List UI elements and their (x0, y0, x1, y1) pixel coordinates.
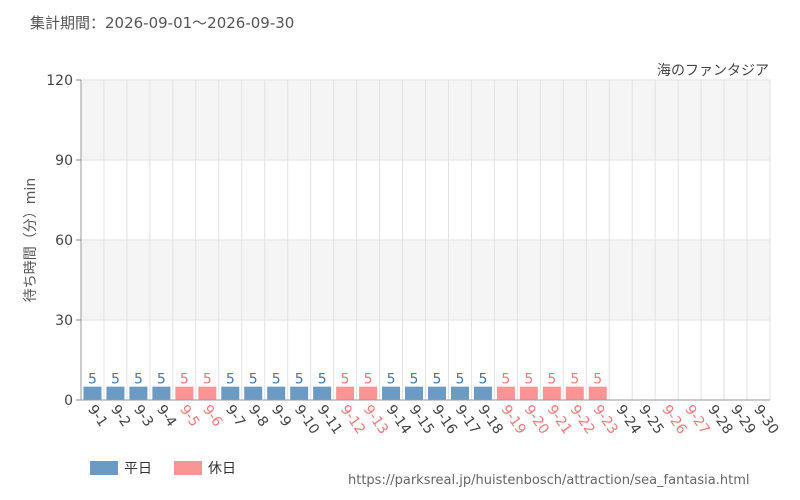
x-tick-label: 9-5 (176, 402, 202, 430)
bar (405, 386, 424, 400)
legend-weekday: 平日 (90, 458, 152, 478)
bar (382, 386, 401, 400)
bar (359, 386, 378, 400)
x-tick-label: 9-28 (704, 402, 735, 437)
bar (336, 386, 355, 400)
x-tick-label: 9-2 (107, 402, 133, 430)
bar (129, 386, 148, 400)
y-tick-label: 30 (55, 313, 73, 329)
x-tick-label: 9-14 (383, 402, 414, 437)
bar (450, 386, 469, 400)
x-tick-label: 9-29 (727, 402, 758, 437)
bar-value-label: 5 (524, 372, 533, 388)
bar-value-label: 5 (455, 372, 464, 388)
bar (427, 386, 446, 400)
y-axis-label: 待ち時間（分）min (23, 178, 39, 302)
x-tick-label: 9-22 (567, 402, 598, 437)
x-tick-label: 9-10 (291, 402, 322, 437)
legend-weekday-swatch (90, 461, 118, 475)
source-url: https://parksreal.jp/huistenbosch/attrac… (348, 473, 750, 488)
bar (244, 386, 263, 400)
x-tick-label: 9-7 (222, 402, 248, 430)
bar (175, 386, 194, 400)
y-tick-label: 90 (55, 153, 73, 169)
bar (198, 386, 217, 400)
x-tick-label: 9-25 (635, 402, 666, 437)
x-tick-label: 9-16 (429, 402, 460, 437)
bar (313, 386, 332, 400)
bar-value-label: 5 (180, 372, 189, 388)
x-tick-label: 9-27 (681, 402, 712, 437)
x-tick-label: 9-15 (406, 402, 437, 437)
bar (519, 386, 538, 400)
x-tick-label: 9-9 (268, 402, 294, 430)
bar-value-label: 5 (272, 372, 281, 388)
x-tick-label: 9-3 (130, 402, 156, 430)
bar (267, 386, 286, 400)
x-tick-label: 9-12 (337, 402, 368, 437)
bar (473, 386, 492, 400)
legend-holiday-label: 休日 (208, 461, 236, 477)
bar-value-label: 5 (387, 372, 396, 388)
bar-value-label: 5 (249, 372, 258, 388)
bar-value-label: 5 (593, 372, 602, 388)
x-tick-label: 9-26 (658, 402, 689, 437)
bar (152, 386, 171, 400)
x-tick-label: 9-6 (199, 402, 225, 430)
period-label: 集計期間：2026-09-01～2026-09-30 (30, 14, 295, 32)
bar (221, 386, 240, 400)
chart-title: 海のファンタジア (657, 63, 769, 79)
x-tick-label: 9-11 (314, 402, 345, 437)
x-tick-label: 9-20 (521, 402, 552, 437)
bar-value-label: 5 (134, 372, 143, 388)
y-tick-label: 60 (55, 233, 73, 249)
bar (588, 386, 607, 400)
bar (290, 386, 309, 400)
bar-value-label: 5 (341, 372, 350, 388)
bar (106, 386, 125, 400)
x-tick-label: 9-8 (245, 402, 271, 430)
x-tick-label: 9-13 (360, 402, 391, 437)
bar-value-label: 5 (433, 372, 442, 388)
x-tick-label: 9-17 (452, 402, 483, 437)
x-tick-label: 9-23 (589, 402, 620, 437)
x-tick-label: 9-19 (498, 402, 529, 437)
x-tick-label: 9-30 (750, 402, 781, 437)
bar (565, 386, 584, 400)
x-tick-label: 9-24 (612, 402, 643, 437)
bar-value-label: 5 (88, 372, 97, 388)
legend-holiday-swatch (174, 461, 202, 475)
bar-value-label: 5 (318, 372, 327, 388)
bar (542, 386, 561, 400)
x-tick-label: 9-21 (544, 402, 575, 437)
bar-value-label: 5 (410, 372, 419, 388)
y-tick-label: 120 (46, 73, 73, 89)
bar (83, 386, 102, 400)
bar-value-label: 5 (501, 372, 510, 388)
x-tick-label: 9-4 (153, 402, 179, 430)
y-tick-label: 0 (64, 393, 73, 409)
bar (496, 386, 515, 400)
legend-weekday-label: 平日 (124, 461, 152, 477)
bar-value-label: 5 (364, 372, 373, 388)
bar-value-label: 5 (478, 372, 487, 388)
x-tick-label: 9-1 (84, 402, 110, 430)
x-tick-label: 9-18 (475, 402, 506, 437)
legend-holiday: 休日 (174, 458, 236, 478)
bar-value-label: 5 (157, 372, 166, 388)
bar-value-label: 5 (111, 372, 120, 388)
bar-value-label: 5 (547, 372, 556, 388)
bar-value-label: 5 (226, 372, 235, 388)
bar-value-label: 5 (203, 372, 212, 388)
bar-value-label: 5 (295, 372, 304, 388)
bar-value-label: 5 (570, 372, 579, 388)
